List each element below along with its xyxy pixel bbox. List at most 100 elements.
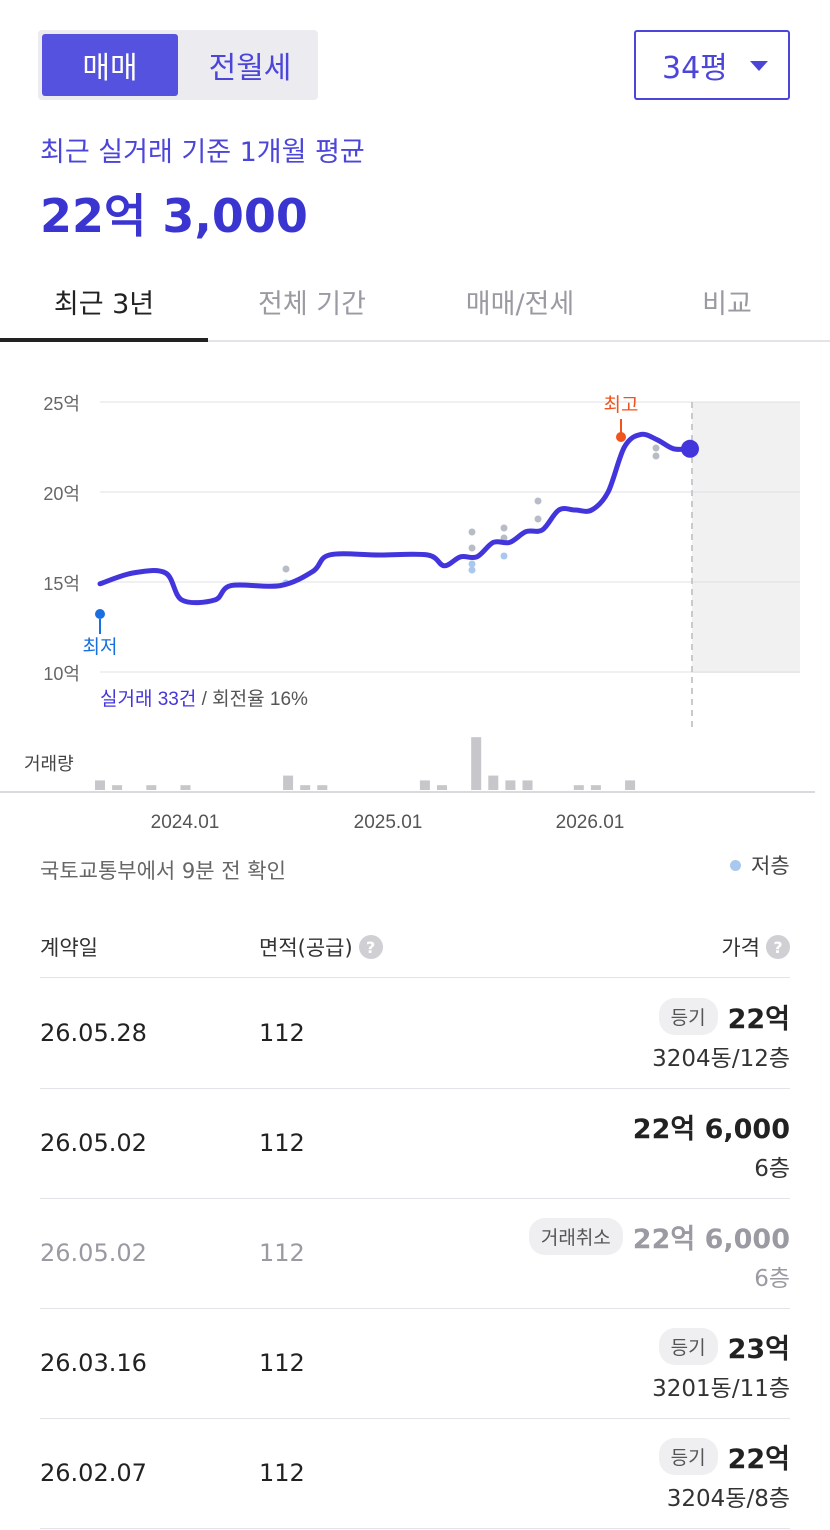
deal-status-badge: 등기 [658,1328,718,1365]
high-marker: 최고 [604,394,639,442]
low-floor-legend-label: 저층 [751,854,790,878]
average-price: 22억 3,000 [40,189,308,243]
price-line: 등기 22억 [658,1437,790,1476]
tab-sale-jeonse[interactable]: 매매/전세 [465,288,575,320]
x-tick-label: 2026.01 [556,812,625,833]
volume-bar [505,780,516,790]
volume-bar [590,785,601,790]
y-tick-label: 20억 [43,484,80,504]
deal-point [468,528,476,536]
high-label: 최고 [604,394,639,416]
price-chart[interactable]: 25억 20억 15억 10억 최고 최저 실거래 33건 / 회전율 16% … [0,370,830,850]
volume-bar [625,780,636,790]
volume-bar [317,785,328,790]
price-line: 22억 6,000 [633,1107,790,1146]
low-floor-legend-dot [730,859,741,871]
period-tabs: 최근 3년 전체 기간 매매/전세 비교 [0,262,830,342]
volume-bar [522,780,533,790]
deal-point [468,544,476,552]
active-tab-indicator [0,338,208,342]
tab-compare[interactable]: 비교 [702,288,752,320]
volume-bar [471,737,482,790]
header-price-label: 가격 [721,936,760,960]
chart-legend: 저층 [730,850,790,880]
turnover-rate: / 회전율 16% [196,688,308,710]
supply-area: 112 [259,1239,305,1267]
low-marker: 최저 [83,609,118,658]
building-floor: 6층 [754,1266,790,1292]
contract-date: 26.05.02 [40,1239,147,1267]
deal-price: 22억 6,000 [632,1114,790,1145]
x-tick-label: 2025.01 [354,812,423,833]
volume-baseline [0,791,815,793]
deal-price: 22억 6,000 [632,1224,790,1255]
y-tick-label: 25억 [43,394,80,414]
deal-point [500,534,508,542]
deal-point-low-floor [468,560,476,568]
volume-bar [283,775,294,790]
contract-date: 26.05.28 [40,1019,147,1047]
table-row[interactable]: 26.03.16 112 등기 23억 3201동/11층 [40,1309,790,1419]
volume-bar [300,785,311,790]
price-line: 등기 23억 [658,1327,790,1366]
volume-bars [95,737,636,790]
low-dot [95,609,105,619]
volume-bar [146,785,157,790]
supply-area: 112 [259,1349,305,1377]
deal-point [652,444,660,452]
forecast-shade [692,402,800,673]
volume-bar [573,785,584,790]
trade-stats: 실거래 33건 / 회전율 16% [100,688,308,710]
header-area: 면적(공급)? [259,932,383,962]
price-line: 등기 22억 [658,997,790,1036]
table-row[interactable]: 26.02.07 112 등기 22억 3204동/8층 [40,1419,790,1529]
header-contract-date: 계약일 [40,936,98,960]
header-area-label: 면적(공급) [259,936,353,960]
trade-count: 실거래 33건 [100,688,196,710]
table-row[interactable]: 26.05.02 112 22억 6,000 6층 [40,1089,790,1199]
deal-status-badge: 거래취소 [528,1218,623,1255]
deal-point-low-floor [468,566,476,574]
deal-status-badge: 등기 [658,1438,718,1475]
area-size-value: 34평 [662,51,728,86]
sale-toggle-button[interactable]: 매매 [42,34,178,96]
building-floor: 6층 [754,1156,790,1182]
building-floor: 3201동/11층 [652,1376,790,1402]
volume-bar [112,785,123,790]
help-icon[interactable]: ? [766,935,790,959]
area-size-select[interactable]: 34평 [634,30,790,100]
latest-price-dot[interactable] [681,439,699,458]
volume-bar [488,775,499,790]
deal-point [282,565,290,573]
contract-date: 26.02.07 [40,1459,147,1487]
low-label: 최저 [83,636,118,658]
deal-point [534,515,542,523]
deal-point [652,452,660,460]
deal-price: 23억 [727,1334,790,1365]
price-trend-line [97,431,693,606]
high-dot [616,432,626,442]
x-tick-label: 2024.01 [151,812,220,833]
deal-point [500,524,508,532]
header-price: 가격? [721,932,790,962]
deal-price: 22억 [727,1004,790,1035]
rent-toggle-button[interactable]: 전월세 [208,51,292,86]
y-tick-label: 10억 [43,664,80,684]
supply-area: 112 [259,1459,305,1487]
volume-bar [180,785,191,790]
y-tick-label: 15억 [43,574,80,594]
deal-price: 22억 [727,1444,790,1475]
caret-down-icon [750,61,768,71]
average-subtitle: 최근 실거래 기준 1개월 평균 [40,137,365,168]
tab-all-period[interactable]: 전체 기간 [258,288,366,320]
deals-table-header: 계약일 면적(공급)? 가격? [40,920,790,978]
table-row[interactable]: 26.05.02 112 거래취소 22억 6,000 6층 [40,1199,790,1309]
table-row[interactable]: 26.05.28 112 등기 22억 3204동/12층 [40,979,790,1089]
volume-bar [437,785,447,790]
trade-type-toggle: 매매 전월세 [38,30,318,100]
deal-point-low-floor [500,552,508,560]
contract-date: 26.05.02 [40,1129,147,1157]
tab-recent-3y[interactable]: 최근 3년 [53,288,155,320]
contract-date: 26.03.16 [40,1349,147,1377]
help-icon[interactable]: ? [358,935,383,959]
